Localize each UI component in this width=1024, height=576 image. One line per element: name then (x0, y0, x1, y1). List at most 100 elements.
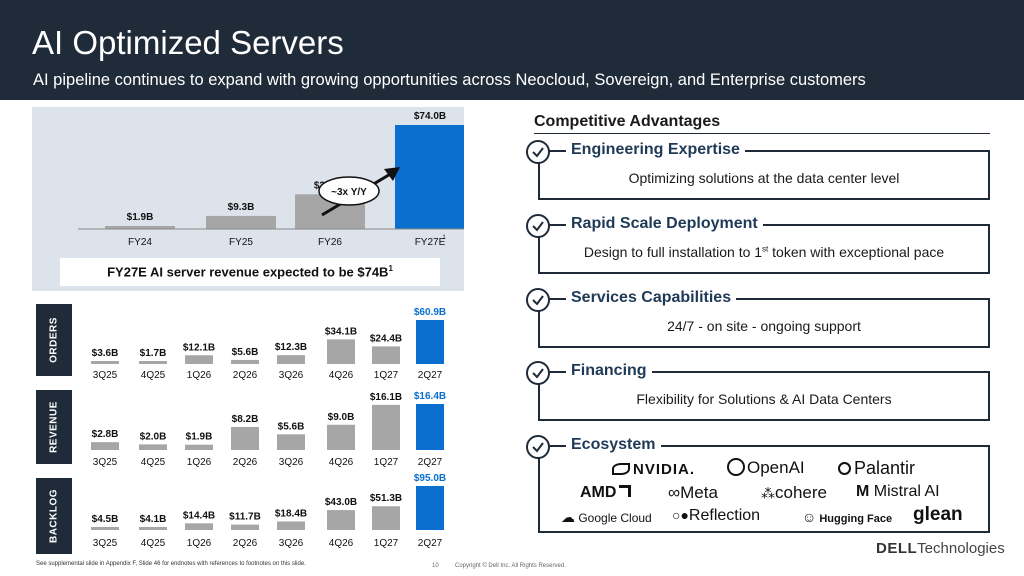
tick-label: 3Q26 (279, 370, 304, 380)
reflection-circles-icon: ○● (672, 507, 689, 523)
advantage-box (538, 224, 990, 274)
tick-label: 1Q26 (187, 538, 212, 549)
hugging-face-logo: ☺ Hugging Face (802, 509, 893, 525)
meta-infinity-icon: ∞ (668, 483, 681, 502)
tick-label: 3Q26 (279, 457, 304, 468)
bar-3q26 (277, 434, 305, 450)
tick-label: 2Q26 (233, 370, 258, 380)
bar-4q25 (139, 444, 167, 450)
bar-fy27e (395, 125, 464, 229)
value-label: $2.8B (92, 429, 119, 440)
cloud-icon: ☁ (561, 509, 575, 525)
advantage-services: Services Capabilities 24/7 - on site - o… (526, 288, 992, 352)
advantage-box (538, 150, 990, 200)
tick-label: 4Q25 (141, 370, 166, 380)
tick-label: FY24 (128, 237, 152, 248)
advantage-box (538, 298, 990, 348)
ecosystem-header: Ecosystem (526, 435, 992, 459)
check-icon (526, 435, 550, 459)
value-label: $4.1B (140, 514, 167, 525)
value-label: $16.4B (414, 391, 446, 402)
nvidia-logo: NVIDIA. (612, 461, 695, 478)
value-label: $1.7B (140, 348, 167, 359)
advantages-divider (534, 133, 990, 134)
orders-bars: $3.6B 3Q25 $1.7B 4Q25 $12.1B 1Q26 $5.6B 2Q26 $12… (91, 307, 446, 380)
value-label: $74.0B (414, 111, 446, 122)
tick-label: 1Q27 (374, 457, 399, 468)
annual-revenue-chart: $1.9BFY24$9.3BFY25$24.7BFY26$74.0BFY27E1… (78, 111, 464, 248)
glean-logo: glean (913, 504, 963, 525)
value-label: $24.4B (370, 333, 402, 344)
advantages-heading: Competitive Advantages (534, 113, 721, 130)
advantage-title: Financing (566, 362, 652, 380)
value-label: $1.9B (186, 432, 213, 443)
cohere-logo: ⁂cohere (761, 483, 827, 502)
tick-label: 2Q26 (233, 457, 258, 468)
cohere-dots-icon: ⁂ (761, 485, 775, 501)
amd-arrow-icon (619, 485, 632, 497)
tick-label: 2Q27 (418, 538, 443, 549)
header-bar: AI Optimized Servers AI pipeline continu… (0, 0, 1024, 100)
value-label: $9.0B (328, 412, 355, 423)
value-label: $3.6B (92, 348, 119, 359)
page-title: AI Optimized Servers (32, 24, 344, 61)
value-label: $9.3B (228, 202, 255, 213)
tick-label: FY27E (415, 237, 446, 248)
meta-logo: ∞Meta (668, 483, 718, 502)
bar-4q25 (139, 361, 167, 364)
tick-label: 3Q26 (279, 538, 304, 549)
tick-label: 3Q25 (93, 457, 118, 468)
bar-1q26 (185, 523, 213, 530)
value-label: $12.3B (275, 342, 307, 353)
advantage-desc: 24/7 - on site - ongoing support (667, 318, 861, 334)
value-label: $5.6B (278, 421, 305, 432)
backlog-tab: BACKLOG (36, 478, 72, 554)
tick-label: 4Q25 (141, 538, 166, 549)
caption-box: FY27E AI server revenue expected to be $… (60, 258, 440, 286)
bar-fy24 (105, 226, 175, 229)
tick-label: 4Q26 (329, 538, 354, 549)
check-icon (526, 140, 550, 164)
copyright: Copyright © Dell Inc. All Rights Reserve… (455, 563, 566, 569)
bar-4q26 (327, 510, 355, 530)
value-label: $34.1B (325, 326, 357, 337)
annotation-label: ~3x Y/Y (331, 187, 367, 198)
orders-tab: ORDERS (36, 304, 72, 376)
mistral-m-icon: M (856, 483, 870, 500)
bar-3q26 (277, 521, 305, 530)
advantage-title: Rapid Scale Deployment (566, 215, 763, 233)
value-label: $43.0B (325, 497, 357, 508)
value-label: $2.0B (140, 431, 167, 442)
advantage-desc: Flexibility for Solutions & AI Data Cent… (636, 391, 892, 407)
value-label: $12.1B (183, 342, 215, 353)
value-label: $4.5B (92, 514, 119, 525)
value-label: $18.4B (275, 508, 307, 519)
openai-logo: OpenAI (727, 458, 805, 478)
value-label: $95.0B (414, 473, 446, 484)
tick-label: 4Q26 (329, 457, 354, 468)
bar-2q27 (416, 404, 444, 450)
bar-3q26 (277, 355, 305, 364)
advantage-rapid-scale: Rapid Scale Deployment Design to full in… (526, 214, 992, 278)
advantage-title: Engineering Expertise (566, 141, 745, 159)
amd-logo: AMD (580, 484, 632, 502)
openai-knot-icon (727, 458, 745, 476)
value-label: $16.1B (370, 392, 402, 403)
tick-label: 2Q27 (418, 457, 443, 468)
advantage-desc: Optimizing solutions at the data center … (628, 170, 900, 186)
tick-label: 1Q26 (187, 370, 212, 380)
bar-3q25 (91, 442, 119, 450)
bar-2q26 (231, 524, 259, 530)
value-label: $51.3B (370, 493, 402, 504)
reflection-logo: ○●Reflection (672, 507, 761, 524)
tick-label: 4Q26 (329, 370, 354, 380)
tick-label: FY25 (229, 237, 253, 248)
revenue-tab: REVENUE (36, 390, 72, 464)
tick-label: FY26 (318, 237, 342, 248)
bar-2q26 (231, 359, 259, 364)
bar-4q26 (327, 424, 355, 450)
tick-label: 4Q25 (141, 457, 166, 468)
mistral-logo: M Mistral AI (856, 483, 940, 500)
tick-label: 1Q27 (374, 370, 399, 380)
value-label: $14.4B (183, 510, 215, 521)
